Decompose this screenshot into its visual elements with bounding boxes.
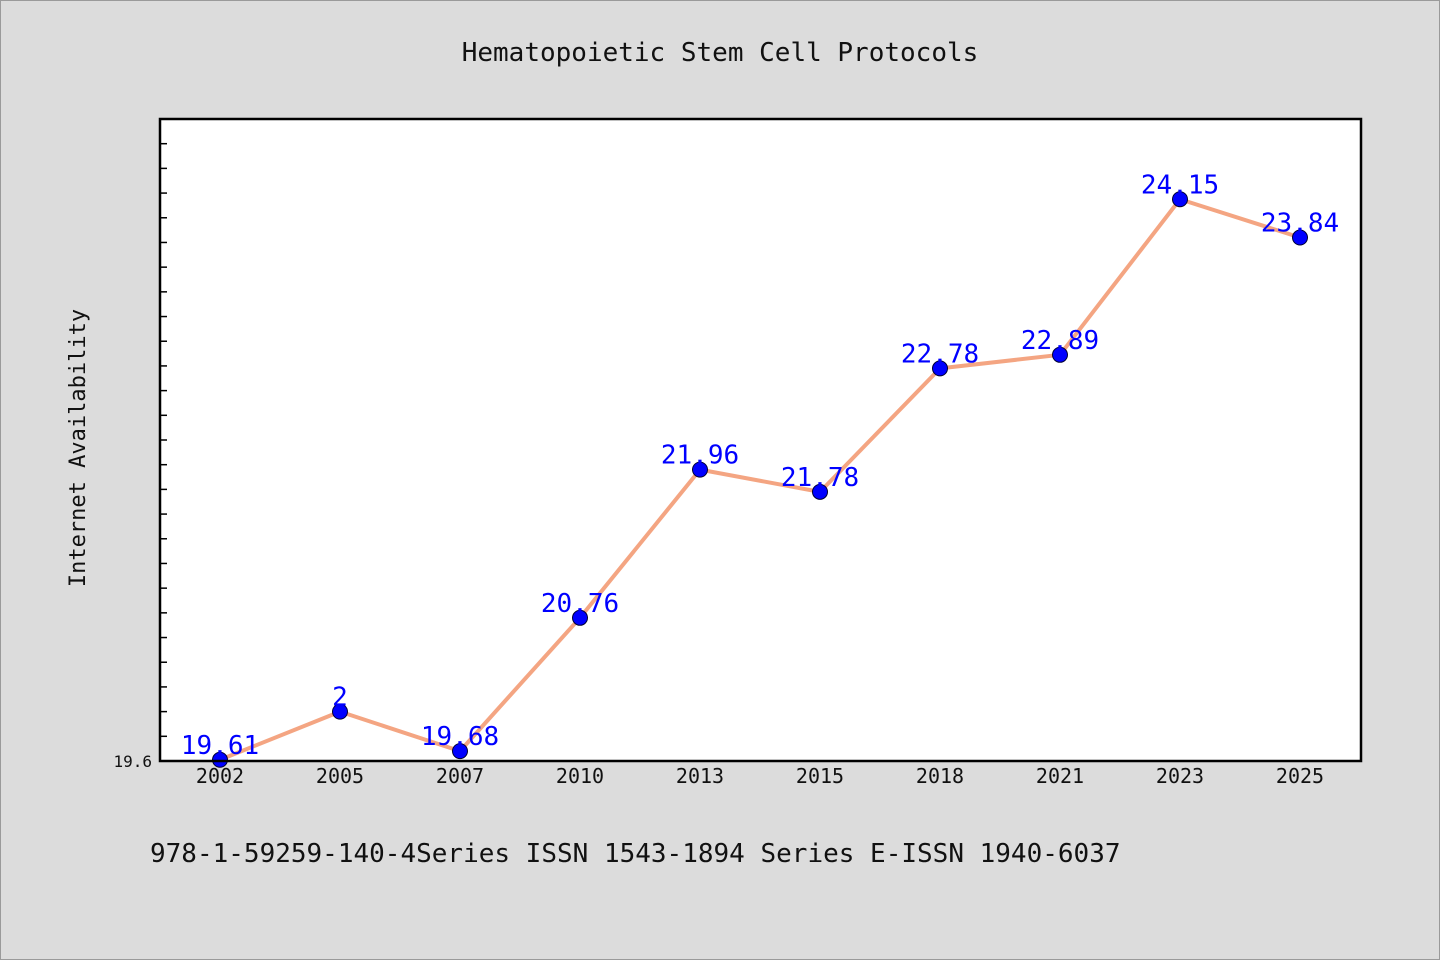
- x-tick-label: 2018: [916, 764, 964, 788]
- x-tick-label: 2007: [436, 764, 484, 788]
- x-tick-label: 2005: [316, 764, 364, 788]
- data-label: 24.15: [1141, 170, 1219, 200]
- x-axis-tick-labels: 2002 2005 2007 2010 2013 2015 2018 2021 2023 2025: [196, 764, 1324, 788]
- data-point: [452, 743, 468, 760]
- data-point: [1052, 346, 1068, 363]
- x-tick-label: 2002: [196, 764, 244, 788]
- data-point: [1292, 229, 1308, 246]
- data-label: 22.78: [901, 339, 979, 369]
- x-tick-label: 2023: [1156, 764, 1204, 788]
- data-point: [332, 703, 348, 720]
- x-tick-label: 2021: [1036, 764, 1084, 788]
- plot-area: [160, 119, 1361, 761]
- data-label: 20.76: [541, 589, 619, 619]
- plot-border: [158, 117, 1363, 763]
- x-tick-label: 2010: [556, 764, 604, 788]
- data-label: 22.89: [1021, 326, 1099, 356]
- data-label: 2: [332, 683, 348, 713]
- data-point: [1172, 191, 1188, 208]
- x-tick-label: 2025: [1276, 764, 1324, 788]
- data-label: 21.96: [661, 441, 739, 471]
- data-point: [692, 461, 708, 478]
- data-label: 21.78: [781, 463, 859, 493]
- x-tick-label: 2015: [796, 764, 844, 788]
- footnote: 978-1-59259-140-4Series ISSN 1543-1894 S…: [150, 839, 1121, 869]
- chart-title: Hematopoietic Stem Cell Protocols: [462, 38, 979, 68]
- y-axis-tick-labels: 19.6: [113, 752, 152, 771]
- data-label: 19.61: [181, 731, 259, 761]
- data-point: [812, 483, 828, 500]
- series-line: [219, 197, 1301, 762]
- x-tick-label: 2013: [676, 764, 724, 788]
- data-label: 23.84: [1261, 209, 1339, 239]
- y-axis-label: Internet Availability: [66, 309, 91, 587]
- data-labels: 19.61 2 19.68 20.76 21.96 21.78 22.78 22.89 24.1…: [181, 170, 1339, 761]
- y-tick-label: 19.6: [113, 752, 152, 771]
- data-point: [932, 360, 948, 377]
- series-markers: [212, 191, 1308, 768]
- data-point: [572, 609, 588, 626]
- data-label: 19.68: [421, 722, 499, 752]
